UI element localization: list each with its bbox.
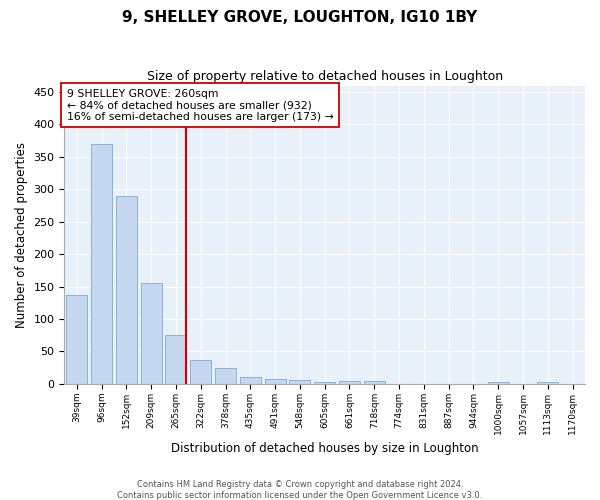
- X-axis label: Distribution of detached houses by size in Loughton: Distribution of detached houses by size …: [171, 442, 479, 455]
- Title: Size of property relative to detached houses in Loughton: Size of property relative to detached ho…: [146, 70, 503, 83]
- Bar: [166, 336, 187, 384]
- Bar: [190, 360, 211, 384]
- Text: Contains HM Land Registry data © Crown copyright and database right 2024.
Contai: Contains HM Land Registry data © Crown c…: [118, 480, 482, 500]
- Bar: [66, 295, 88, 384]
- Y-axis label: Number of detached properties: Number of detached properties: [15, 142, 28, 328]
- Bar: [364, 380, 385, 384]
- Bar: [488, 382, 509, 384]
- Text: 9, SHELLEY GROVE, LOUGHTON, IG10 1BY: 9, SHELLEY GROVE, LOUGHTON, IG10 1BY: [122, 10, 478, 25]
- Bar: [215, 368, 236, 384]
- Bar: [537, 382, 559, 384]
- Bar: [91, 144, 112, 384]
- Bar: [265, 378, 286, 384]
- Bar: [240, 378, 261, 384]
- Bar: [339, 380, 360, 384]
- Text: 9 SHELLEY GROVE: 260sqm
← 84% of detached houses are smaller (932)
16% of semi-d: 9 SHELLEY GROVE: 260sqm ← 84% of detache…: [67, 89, 334, 122]
- Bar: [140, 284, 162, 384]
- Bar: [116, 196, 137, 384]
- Bar: [314, 382, 335, 384]
- Bar: [289, 380, 310, 384]
